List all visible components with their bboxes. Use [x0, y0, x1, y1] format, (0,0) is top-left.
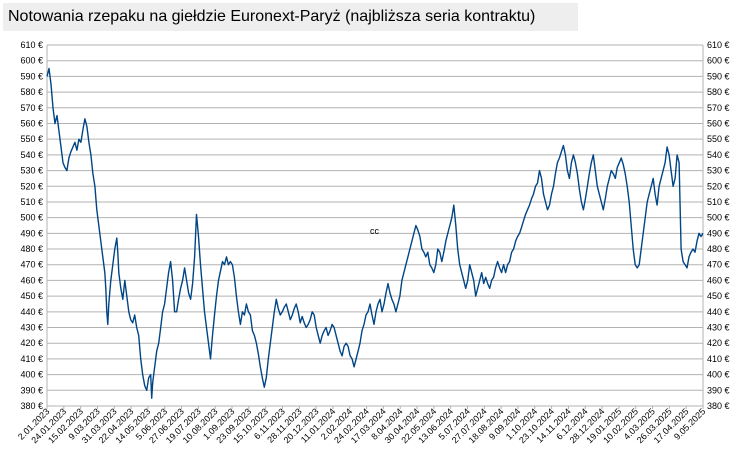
- chart-title: Notowania rzepaku na giełdzie Euronext-P…: [8, 8, 536, 25]
- y-tick-label-right: 410 €: [707, 354, 730, 364]
- y-tick-label-right: 490 €: [707, 228, 730, 238]
- y-tick-label-left: 460 €: [20, 275, 43, 285]
- y-tick-label-right: 570 €: [707, 103, 730, 113]
- y-axis-left: 380 € 390 € 400 € 410 € 420 € 430 € 440 € 450 €…: [20, 40, 43, 411]
- y-tick-label-left: 450 €: [20, 291, 43, 301]
- y-tick-label-left: 600 €: [20, 56, 43, 66]
- y-tick-label-left: 390 €: [20, 385, 43, 395]
- y-tick-label-right: 420 €: [707, 338, 730, 348]
- y-tick-label-left: 500 €: [20, 213, 43, 223]
- axes: [46, 45, 704, 407]
- y-tick-label-left: 470 €: [20, 260, 43, 270]
- y-tick-label-left: 510 €: [20, 197, 43, 207]
- y-tick-label-left: 400 €: [20, 370, 43, 380]
- y-tick-label-right: 560 €: [707, 118, 730, 128]
- y-tick-label-right: 450 €: [707, 291, 730, 301]
- y-tick-label-right: 380 €: [707, 401, 730, 411]
- y-tick-label-left: 440 €: [20, 307, 43, 317]
- y-tick-label-right: 470 €: [707, 260, 730, 270]
- y-tick-label-right: 600 €: [707, 56, 730, 66]
- y-tick-label-right: 530 €: [707, 166, 730, 176]
- y-tick-label-left: 410 €: [20, 354, 43, 364]
- y-tick-label-right: 480 €: [707, 244, 730, 254]
- y-tick-label-right: 520 €: [707, 181, 730, 191]
- y-tick-label-left: 580 €: [20, 87, 43, 97]
- y-axis-right: 380 € 390 € 400 € 410 € 420 € 430 € 440 € 450 €…: [707, 40, 730, 411]
- y-tick-label-right: 430 €: [707, 323, 730, 333]
- y-tick-label-left: 480 €: [20, 244, 43, 254]
- y-tick-label-right: 590 €: [707, 71, 730, 81]
- y-tick-label-right: 440 €: [707, 307, 730, 317]
- y-tick-label-left: 560 €: [20, 118, 43, 128]
- y-tick-label-right: 510 €: [707, 197, 730, 207]
- y-tick-label-left: 430 €: [20, 323, 43, 333]
- y-tick-label-right: 540 €: [707, 150, 730, 160]
- series-line: [46, 67, 704, 399]
- y-tick-label-left: 540 €: [20, 150, 43, 160]
- y-tick-label-left: 530 €: [20, 166, 43, 176]
- y-tick-label-right: 610 €: [707, 40, 730, 50]
- y-tick-label-right: 550 €: [707, 134, 730, 144]
- y-tick-label-right: 400 €: [707, 370, 730, 380]
- y-tick-label-left: 590 €: [20, 71, 43, 81]
- x-axis: 2.01.202324.01.202315.02.20239.03.202331…: [16, 406, 707, 445]
- y-tick-label-left: 570 €: [20, 103, 43, 113]
- chart-title-bar: Notowania rzepaku na giełdzie Euronext-P…: [3, 3, 578, 31]
- chart-annotation: cc: [370, 226, 380, 236]
- y-tick-label-right: 460 €: [707, 275, 730, 285]
- y-tick-label-left: 550 €: [20, 134, 43, 144]
- y-tick-label-left: 520 €: [20, 181, 43, 191]
- y-tick-label-right: 580 €: [707, 87, 730, 97]
- y-tick-label-left: 380 €: [20, 401, 43, 411]
- y-tick-label-right: 390 €: [707, 385, 730, 395]
- y-tick-label-left: 420 €: [20, 338, 43, 348]
- series: [46, 67, 704, 399]
- y-tick-label-left: 610 €: [20, 40, 43, 50]
- y-tick-label-left: 490 €: [20, 228, 43, 238]
- y-tick-label-right: 500 €: [707, 213, 730, 223]
